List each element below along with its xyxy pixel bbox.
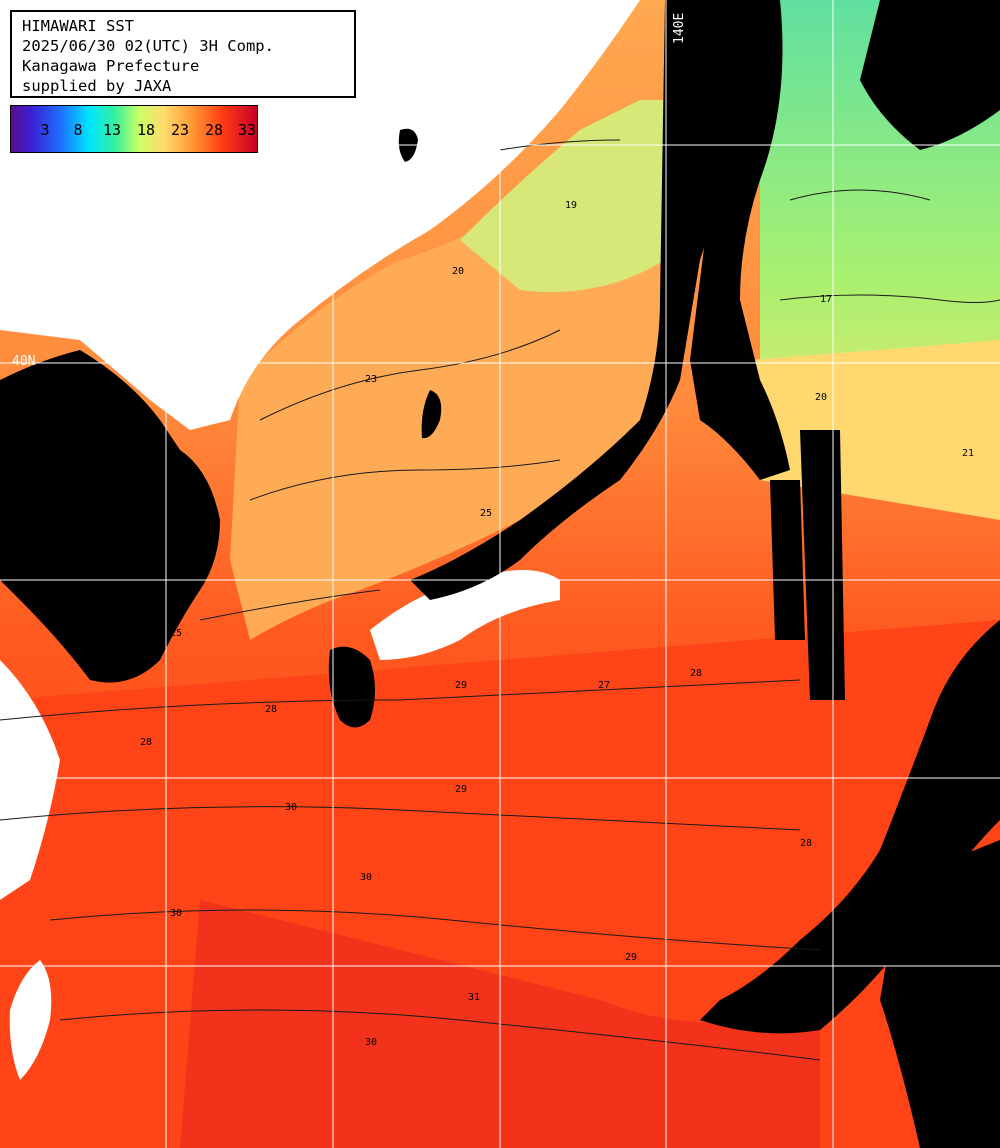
contour-label-group: 19 20 23 25 26 17 20 21 25 28 28 29 30 3… (140, 200, 974, 1048)
sea-cool-north (460, 100, 665, 292)
colorbar-tick-label: 23 (170, 121, 190, 139)
product-supplier: supplied by JAXA (22, 77, 172, 95)
product-timestamp: 2025/06/30 02(UTC) 3H Comp. (22, 37, 274, 55)
contour-label: 20 (815, 392, 827, 403)
contour-label: 20 (452, 266, 464, 277)
contour-label: 28 (140, 737, 152, 748)
contour-label: 19 (565, 200, 577, 211)
latitude-label-30n: 30N (14, 762, 38, 777)
land-east-cloud-2 (880, 840, 1000, 1148)
contour-label: 28 (800, 838, 812, 849)
contour-label: 25 (170, 628, 182, 639)
contour-label: 28 (690, 668, 702, 679)
contour-label: 29 (455, 680, 467, 691)
colorbar-tick-label: 3 (40, 121, 50, 139)
cloud-streak-pacific-2 (770, 480, 805, 640)
colorbar-tick-label: 33 (237, 121, 257, 139)
map-info-box: HIMAWARI SST 2025/06/30 02(UTC) 3H Comp.… (10, 10, 356, 98)
contour-label: 27 (598, 680, 610, 691)
land-korea-china (0, 350, 220, 683)
land-taiwan (9, 960, 52, 1080)
product-title: HIMAWARI SST (22, 17, 134, 35)
colorbar-tick-label: 8 (73, 121, 83, 139)
latitude-label-40n: 40N (12, 354, 36, 369)
land-hokkaido (860, 0, 1000, 150)
contour-label: 26 (505, 532, 517, 543)
land-tohoku (690, 0, 790, 480)
contour-label: 30 (170, 908, 182, 919)
contour-label: 30 (285, 802, 297, 813)
contour-label: 30 (360, 872, 372, 883)
contour-label: 21 (962, 448, 974, 459)
land-kyushu (328, 646, 375, 728)
colorbar-tick-label: 18 (136, 121, 156, 139)
contour-label: 29 (455, 784, 467, 795)
contour-label: 25 (480, 508, 492, 519)
no-data-west-strip (0, 660, 60, 900)
colorbar-tick-label: 28 (204, 121, 224, 139)
temperature-colorbar: 3 8 13 18 23 28 33 (10, 105, 258, 153)
contour-label: 30 (365, 1037, 377, 1048)
colorbar-tick-label: 13 (102, 121, 122, 139)
contour-label: 23 (365, 374, 377, 385)
land-east-cloud (700, 620, 1000, 1034)
contour-label: 28 (265, 704, 277, 715)
no-data-honshu-sea (370, 570, 560, 660)
land-sado (421, 390, 442, 439)
cloud-streak-pacific (800, 430, 845, 700)
contour-label: 29 (625, 952, 637, 963)
land-honshu (410, 0, 767, 600)
contour-label: 17 (820, 294, 832, 305)
product-region: Kanagawa Prefecture (22, 57, 200, 75)
longitude-label-140e: 140E (672, 12, 687, 44)
sst-contours (0, 139, 1000, 1061)
contour-label: 31 (468, 992, 480, 1003)
